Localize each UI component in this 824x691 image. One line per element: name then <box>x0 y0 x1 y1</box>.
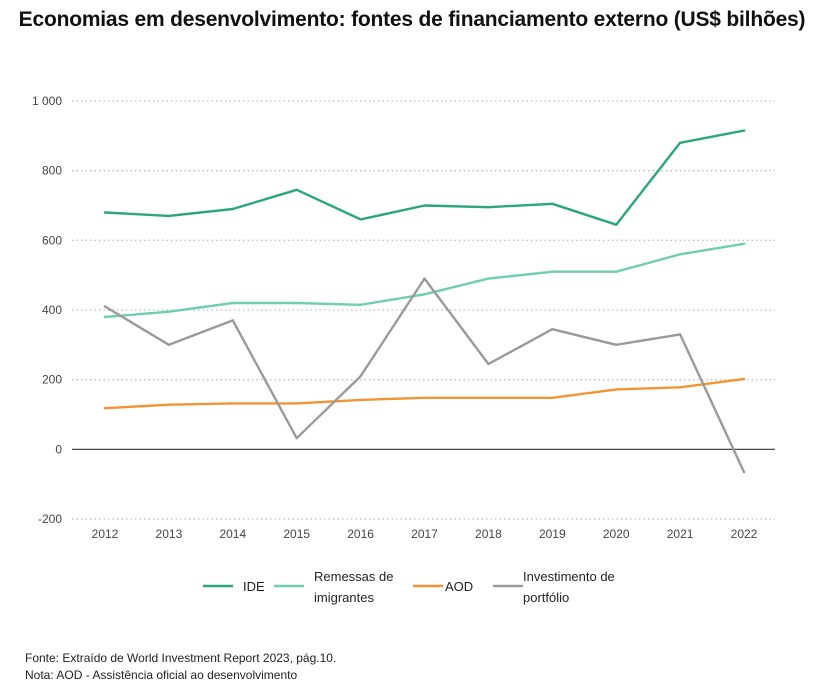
y-tick-label: 600 <box>42 233 62 247</box>
data-point <box>423 396 426 399</box>
x-tick-label: 2022 <box>731 527 758 541</box>
data-point <box>167 310 171 313</box>
data-point <box>231 319 234 322</box>
y-tick-label: 200 <box>42 373 62 387</box>
chart-title: Economias em desenvolvimento: fontes de … <box>18 8 806 31</box>
y-axis: -200 0 200 400 600 800 1 000 <box>32 94 62 526</box>
y-tick-label: 0 <box>55 442 62 456</box>
x-tick-label: 2019 <box>539 527 566 541</box>
data-point <box>423 293 426 296</box>
data-point <box>615 343 618 347</box>
data-point <box>551 327 554 331</box>
x-tick-label: 2012 <box>92 527 119 541</box>
data-point <box>742 377 746 381</box>
data-point <box>167 214 171 218</box>
data-point <box>678 333 682 336</box>
data-point <box>359 303 362 306</box>
legend: IDE Remessas de imigrantes AOD Investimento … <box>203 569 615 605</box>
data-point <box>103 315 107 319</box>
series-line-0 <box>103 129 746 226</box>
data-point <box>359 374 362 378</box>
data-point <box>742 242 746 246</box>
data-point <box>103 305 107 308</box>
data-point <box>103 211 107 214</box>
data-point <box>359 398 362 402</box>
data-point <box>231 207 234 211</box>
legend-label: portfólio <box>523 590 569 605</box>
data-point <box>742 129 746 132</box>
data-point <box>167 343 171 347</box>
legend-label: IDE <box>243 579 265 594</box>
legend-label: AOD <box>445 579 473 594</box>
legend-label: imigrantes <box>314 590 374 605</box>
data-point <box>551 270 554 273</box>
gridlines <box>72 100 775 520</box>
x-tick-label: 2020 <box>603 527 630 541</box>
data-point <box>742 470 746 474</box>
x-tick-label: 2015 <box>283 527 310 541</box>
data-point <box>487 277 490 280</box>
data-point <box>487 206 490 209</box>
series-line-2 <box>103 377 746 410</box>
data-point <box>615 270 618 273</box>
data-point <box>678 253 682 256</box>
data-point <box>231 402 234 405</box>
data-point <box>551 202 554 205</box>
data-point <box>295 402 298 405</box>
data-point <box>487 362 490 366</box>
abbreviation-note: Nota: AOD - Assistência oficial ao desen… <box>25 668 298 682</box>
x-tick-label: 2021 <box>667 527 694 541</box>
x-tick-label: 2017 <box>411 527 438 541</box>
data-point <box>615 223 618 226</box>
data-point <box>167 403 171 406</box>
x-axis: 2012 2013 2014 2015 2016 2017 2018 2019 2020 2021… <box>92 527 758 541</box>
source-note: Fonte: Extraído de World Investment Repo… <box>25 651 337 665</box>
series-lines <box>103 129 746 474</box>
data-point <box>423 204 426 207</box>
data-point <box>423 277 426 280</box>
y-tick-label: -200 <box>38 512 62 526</box>
y-tick-label: 400 <box>42 303 62 317</box>
data-point <box>551 396 554 399</box>
data-point <box>231 301 234 305</box>
data-point <box>295 188 298 192</box>
data-point <box>678 141 682 144</box>
data-point <box>295 301 298 305</box>
y-tick-label: 800 <box>42 164 62 178</box>
x-tick-label: 2016 <box>347 527 374 541</box>
x-tick-label: 2013 <box>156 527 183 541</box>
data-point <box>678 386 682 389</box>
y-tick-label: 1 000 <box>32 94 62 108</box>
data-point <box>487 396 490 399</box>
legend-label: Remessas de <box>314 569 393 584</box>
legend-label: Investimento de <box>523 569 615 584</box>
data-point <box>359 218 362 221</box>
data-point <box>615 388 618 391</box>
data-point <box>103 407 107 410</box>
x-tick-label: 2014 <box>219 527 246 541</box>
x-tick-label: 2018 <box>475 527 502 541</box>
data-point <box>295 436 298 440</box>
